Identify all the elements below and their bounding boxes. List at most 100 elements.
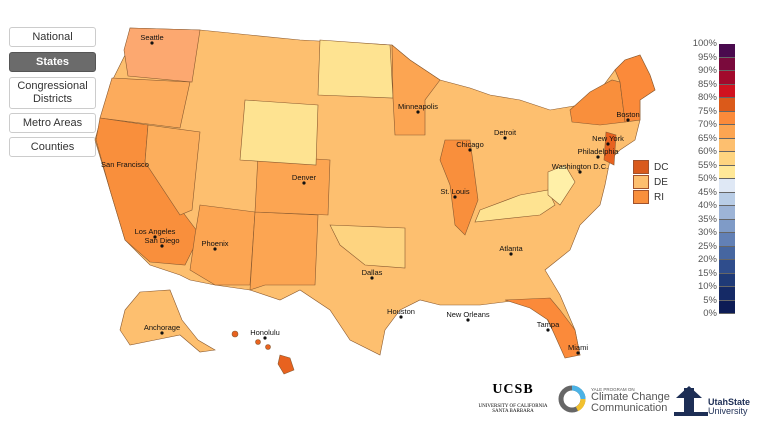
city-label: Philadelphia (578, 147, 620, 156)
small-state-ri[interactable]: RI (633, 190, 664, 204)
state-alaska[interactable] (119, 289, 216, 353)
city-label: Seattle (140, 33, 163, 42)
legend-swatch (719, 233, 735, 247)
legend-swatch (719, 165, 735, 179)
city-label: Miami (568, 343, 588, 352)
city-marker (453, 195, 457, 199)
yale-title: Communication (591, 401, 668, 414)
city-marker (596, 155, 600, 159)
state-new-jersey[interactable] (603, 131, 617, 166)
small-state-dc[interactable]: DC (633, 160, 668, 174)
legend-label: 100% (692, 38, 717, 49)
small-state-de[interactable]: DE (633, 175, 668, 189)
legend-label: 75% (697, 105, 717, 117)
color-swatch (633, 190, 649, 204)
state-minnesota[interactable] (391, 44, 441, 136)
state-new-mexico[interactable] (249, 211, 319, 291)
state-oregon[interactable] (99, 77, 191, 129)
congressional-districts-button[interactable]: Congressional Districts (9, 77, 96, 109)
city-marker (546, 328, 550, 332)
state-wyoming[interactable] (239, 99, 319, 166)
counties-button[interactable]: Counties (9, 137, 96, 157)
legend-label: 80% (697, 92, 717, 103)
city-marker (468, 148, 472, 152)
city-marker (150, 41, 154, 45)
city-marker (503, 136, 507, 140)
legend-label: 5% (703, 294, 717, 306)
legend-swatch (719, 111, 735, 125)
legend-swatch (719, 152, 735, 166)
city-marker (509, 252, 513, 256)
ucsb-logo: UCSB UNIVERSITY OF CALIFORNIA SANTA BARB… (478, 382, 548, 414)
city-label: Boston (616, 110, 639, 119)
states-button[interactable]: States (9, 52, 96, 72)
legend-swatch (719, 98, 735, 112)
city-marker (626, 118, 630, 122)
usu-logo: UtahState University (672, 384, 750, 418)
legend-label: 70% (697, 119, 717, 130)
city-label: Chicago (456, 140, 484, 149)
legend-label: 95% (697, 51, 717, 63)
city-label: Dallas (362, 268, 383, 277)
city-marker (399, 315, 403, 319)
yale-title: Climate Change (591, 390, 670, 403)
city-marker (606, 142, 610, 146)
city-label: Minneapolis (398, 102, 438, 111)
state-new-england[interactable] (614, 54, 656, 123)
legend-swatch (719, 287, 735, 301)
city-marker (263, 336, 267, 340)
legend-label: 35% (697, 213, 717, 225)
legend-label: 85% (697, 78, 717, 90)
city-label: Denver (292, 173, 317, 182)
city-label: Anchorage (144, 323, 180, 332)
legend-label: 55% (697, 159, 717, 171)
ucsb-subtitle: SANTA BARBARA (492, 409, 534, 414)
legend-swatch (719, 246, 735, 260)
city-label: Washington D.C. (552, 162, 608, 171)
state-colorado[interactable] (254, 154, 331, 216)
state-hawaii[interactable] (277, 354, 295, 375)
state-florida[interactable] (504, 297, 581, 359)
national-button[interactable]: National (9, 27, 96, 47)
state-west-virginia[interactable] (547, 164, 576, 206)
legend-swatch (719, 84, 735, 98)
legend-label: 10% (697, 281, 717, 292)
legend-label: 20% (697, 254, 717, 265)
legend-swatch (719, 179, 735, 193)
city-label: Honolulu (250, 328, 280, 337)
city-marker (370, 276, 374, 280)
legend-label: 65% (697, 132, 717, 144)
state-north-dakota[interactable] (317, 39, 394, 99)
state-washington[interactable] (123, 27, 201, 83)
legend-label: 50% (697, 173, 717, 184)
state-oklahoma[interactable] (329, 224, 406, 269)
state-nevada[interactable] (144, 124, 201, 216)
city-marker (578, 170, 582, 174)
city-label: Los Angeles (135, 227, 176, 236)
legend-swatch (719, 138, 735, 152)
legend-label: 15% (697, 267, 717, 279)
yale-small-text: YALE PROGRAM ON (591, 386, 635, 392)
legend-label: 25% (697, 240, 717, 252)
legend-swatch (719, 125, 735, 139)
state-label: DE (654, 176, 668, 188)
legend-swatch (719, 206, 735, 220)
state-kentucky[interactable] (474, 189, 556, 223)
city-marker (302, 181, 306, 185)
metro-areas-button[interactable]: Metro Areas (9, 113, 96, 133)
usu-title: UtahState (708, 397, 751, 407)
city-label: Detroit (494, 128, 517, 137)
legend-label: 45% (697, 186, 717, 198)
state-label: DC (654, 161, 669, 173)
legend-swatch (719, 71, 735, 85)
ucsb-wordmark: UCSB (492, 382, 534, 397)
legend-swatch (719, 44, 735, 58)
legend-swatch (719, 260, 735, 274)
usu-building-icon (674, 386, 708, 416)
city-label: New York (592, 134, 624, 143)
city-label: St. Louis (440, 187, 469, 196)
city-marker (160, 331, 164, 335)
legend-swatch (719, 219, 735, 233)
city-label: San Diego (144, 236, 179, 245)
